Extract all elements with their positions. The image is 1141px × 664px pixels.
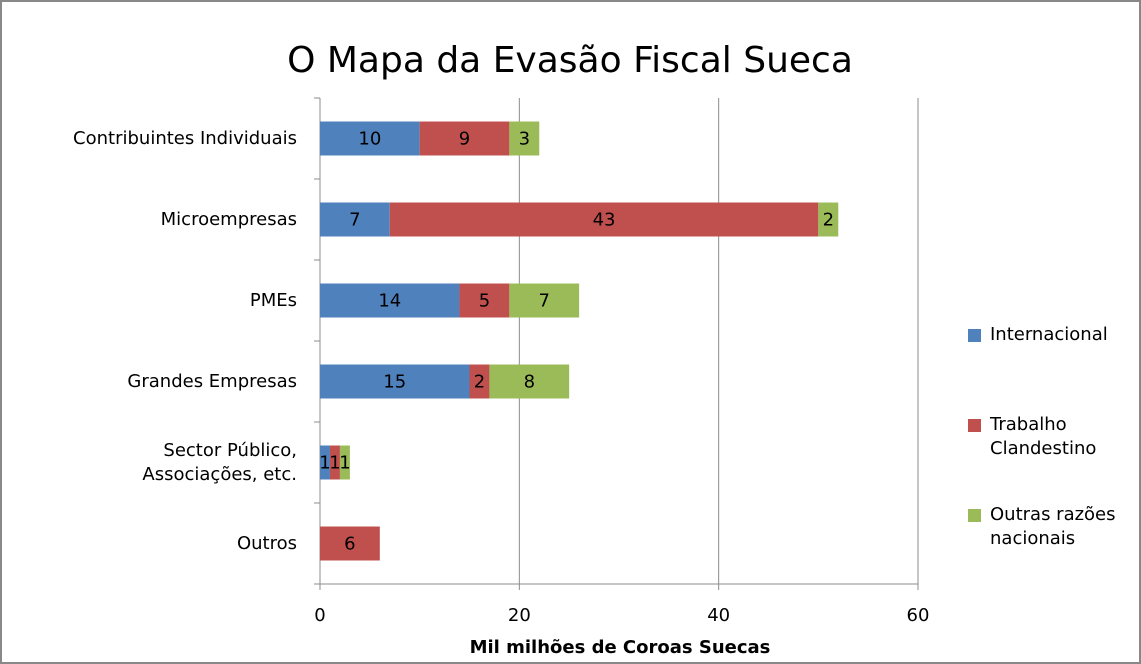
bar [320, 202, 390, 237]
data-label: 7 [349, 210, 360, 231]
legend-swatch [968, 329, 981, 342]
bar [489, 364, 570, 399]
bar [320, 283, 460, 318]
bar [419, 121, 510, 156]
legend-swatch [968, 509, 981, 522]
y-tick-label: Grandes Empresas [127, 370, 297, 392]
data-label: 2 [474, 372, 485, 393]
data-label: 1 [329, 453, 340, 474]
data-label: 43 [593, 210, 616, 231]
bar [320, 364, 470, 399]
legend-label: Trabalho Clandestino [990, 414, 1097, 459]
bar [320, 526, 380, 561]
bar [509, 121, 540, 156]
data-label: 15 [383, 372, 406, 393]
data-label: 7 [539, 291, 550, 312]
bar [509, 283, 580, 318]
y-tick-label: Contribuintes Individuais [73, 127, 297, 149]
data-label: 5 [479, 291, 490, 312]
bar [339, 445, 350, 480]
chart-title: O Mapa da Evasão Fiscal Sueca [287, 40, 853, 81]
legend-label: Outras razões nacionais [990, 504, 1116, 549]
bar [320, 121, 420, 156]
data-label: 8 [524, 372, 535, 393]
data-label: 9 [459, 129, 470, 150]
y-tick-label: Sector Público, Associações, etc. [142, 439, 297, 485]
data-label: 14 [378, 291, 401, 312]
x-axis-title: Mil milhões de Coroas Suecas [470, 637, 771, 658]
y-tick-label: Outros [236, 532, 297, 554]
bar [329, 445, 340, 480]
bar [469, 364, 490, 399]
bar [818, 202, 839, 237]
data-label: 6 [344, 534, 355, 555]
data-label: 1 [319, 453, 330, 474]
data-label: 3 [519, 129, 530, 150]
bar [320, 445, 330, 480]
bar [459, 283, 510, 318]
x-tick-label: 40 [707, 605, 730, 626]
x-tick-label: 60 [907, 605, 930, 626]
y-tick-label: PMEs [249, 289, 297, 311]
x-tick-label: 0 [314, 605, 325, 626]
legend-swatch [968, 419, 981, 432]
data-label: 2 [823, 210, 834, 231]
data-label: 10 [358, 129, 381, 150]
data-label: 1 [339, 453, 350, 474]
legend-label: Internacional [990, 324, 1108, 345]
bar [389, 202, 819, 237]
y-tick-label: Microempresas [160, 208, 297, 230]
x-tick-label: 20 [508, 605, 531, 626]
